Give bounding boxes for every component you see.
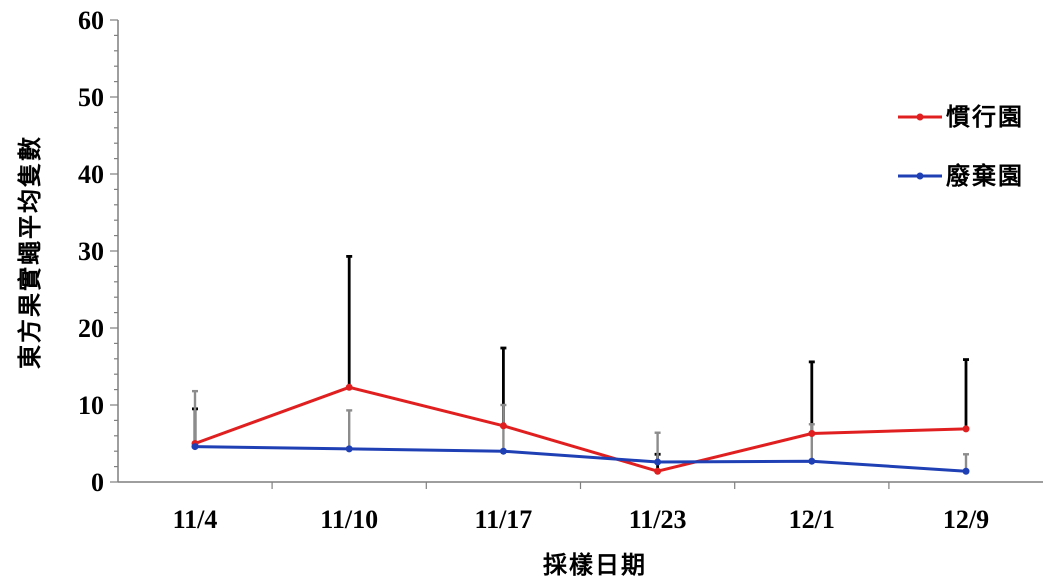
y-tick-label: 50: [78, 83, 104, 112]
x-tick-label: 12/1: [789, 505, 835, 534]
y-axis-title: 東方果實蠅平均隻數: [16, 135, 44, 369]
data-point: [499, 422, 507, 430]
data-point: [654, 458, 662, 466]
legend-swatch-marker: [916, 113, 924, 121]
legend-swatch-marker: [916, 172, 924, 180]
data-point: [345, 445, 353, 453]
x-tick-label: 11/17: [475, 505, 533, 534]
error-bars: [192, 254, 969, 472]
y-tick-label: 10: [78, 391, 104, 420]
x-tick-label: 11/23: [629, 505, 687, 534]
data-point: [808, 429, 816, 437]
legend-label: 慣行園: [946, 103, 1024, 131]
data-point: [962, 467, 970, 475]
legend-label: 廢棄園: [946, 162, 1024, 190]
data-point: [191, 443, 199, 451]
y-tick-label: 40: [78, 160, 104, 189]
y-tick-label: 60: [78, 6, 104, 35]
data-point: [962, 425, 970, 433]
y-tick-label: 30: [78, 237, 104, 266]
y-tick-label: 0: [91, 468, 104, 497]
data-point: [345, 383, 353, 391]
data-point: [808, 457, 816, 465]
series-line-2: [194, 445, 967, 473]
data-point: [499, 447, 507, 455]
x-tick-label: 11/4: [173, 505, 218, 534]
x-tick-label: 11/10: [320, 505, 378, 534]
x-axis-title: 採樣日期: [543, 551, 647, 579]
y-tick-label: 20: [78, 314, 104, 343]
x-tick-label: 12/9: [943, 505, 989, 534]
data-point: [654, 467, 662, 475]
series-lines: [191, 383, 970, 475]
axes: 0 10 20 30 40 50 60 11/4 11/10 11/17 11/23 12/1 12/9: [78, 6, 1043, 534]
series-line-1: [194, 385, 967, 473]
